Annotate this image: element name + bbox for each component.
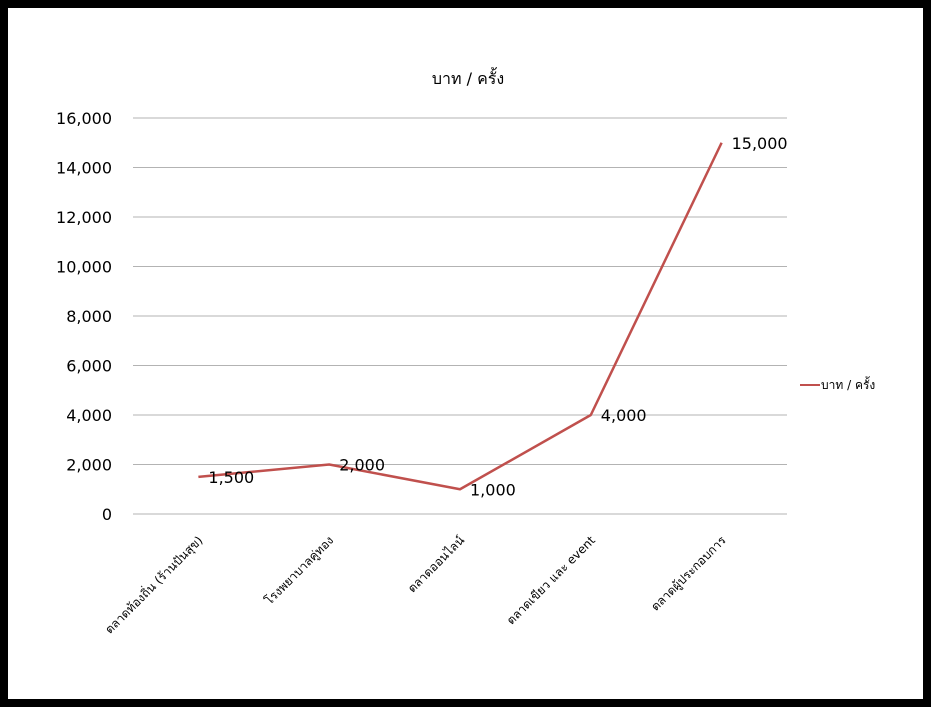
y-tick-label: 10,000 <box>56 258 112 277</box>
x-tick-label: ตลาดผู้ประกอบการ <box>648 533 730 615</box>
data-label: 1,500 <box>208 468 254 487</box>
x-axis-ticks: ตลาดท้องถิ่น (ร้านปันสุข) โรงพยาบาลคู่ทอง… <box>101 532 730 637</box>
legend-label: บาท / ครั้ง <box>821 376 875 392</box>
y-tick-label: 2,000 <box>66 456 112 475</box>
y-tick-label: 6,000 <box>66 357 112 376</box>
y-tick-label: 12,000 <box>56 208 112 227</box>
y-tick-label: 4,000 <box>66 406 112 425</box>
data-labels: 1,500 2,000 1,000 4,000 15,000 <box>208 134 787 500</box>
data-label: 15,000 <box>732 134 788 153</box>
data-label: 1,000 <box>470 480 516 499</box>
data-label: 4,000 <box>601 406 647 425</box>
y-tick-label: 8,000 <box>66 307 112 326</box>
series-group <box>198 142 723 491</box>
y-tick-label: 14,000 <box>56 159 112 178</box>
x-tick-label: ตลาดเขียว และ event <box>504 533 598 627</box>
data-label: 2,000 <box>339 456 385 475</box>
y-axis-ticks: 0 2,000 4,000 6,000 8,000 10,000 12,000 14,000 1… <box>56 109 112 524</box>
legend: บาท / ครั้ง <box>800 376 875 392</box>
y-tick-label: 16,000 <box>56 109 112 128</box>
chart-title: บาท / ครั้ง <box>432 67 504 88</box>
y-tick-label: 0 <box>102 505 112 524</box>
x-tick-label: โรงพยาบาลคู่ทอง <box>262 533 337 608</box>
x-tick-label: ตลาดท้องถิ่น (ร้านปันสุข) <box>101 532 206 637</box>
x-tick-label: ตลาดออนไลน์ <box>405 533 467 595</box>
gridlines <box>133 117 787 515</box>
